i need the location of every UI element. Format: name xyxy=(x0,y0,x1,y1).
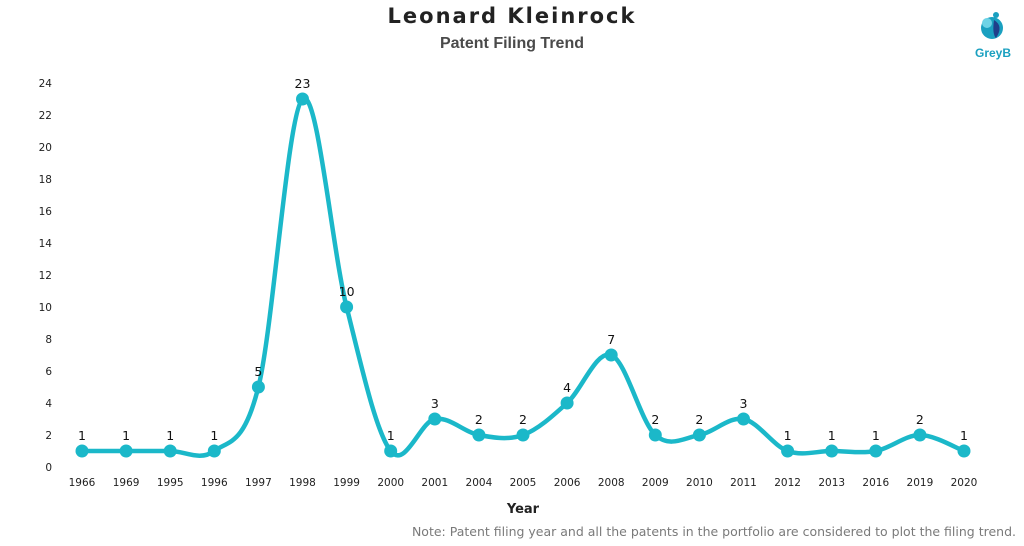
data-point xyxy=(648,428,662,442)
data-label: 2 xyxy=(651,412,659,427)
x-tick-label: 1999 xyxy=(333,477,360,489)
data-point xyxy=(869,444,883,458)
greyb-logo-icon xyxy=(981,12,1003,39)
y-tick-label: 6 xyxy=(45,366,52,378)
x-axis: 1966 1969 1995 1996 1997 1998 1999 2000 2001 2004… xyxy=(69,477,978,489)
logo-text: GreyB xyxy=(974,46,1012,60)
data-point xyxy=(296,92,309,106)
y-tick-label: 22 xyxy=(39,110,52,122)
x-tick-label: 2006 xyxy=(554,477,581,489)
x-tick-label: 1998 xyxy=(289,477,316,489)
x-tick-label: 1997 xyxy=(245,477,272,489)
data-point xyxy=(825,444,839,458)
data-point xyxy=(119,444,133,458)
data-label: 2 xyxy=(519,412,527,427)
data-label: 7 xyxy=(607,332,615,347)
data-label: 1 xyxy=(166,428,174,443)
series-line xyxy=(79,96,967,458)
chart-subtitle: Patent Filing Trend xyxy=(439,35,584,52)
x-tick-label: 1966 xyxy=(69,477,96,489)
data-label: 1 xyxy=(828,428,836,443)
data-label: 2 xyxy=(695,412,703,427)
data-point xyxy=(472,428,486,442)
data-point xyxy=(75,444,89,458)
data-label: 1 xyxy=(122,428,130,443)
data-point xyxy=(781,444,795,458)
x-tick-label: 1995 xyxy=(157,477,184,489)
data-label: 1 xyxy=(960,428,968,443)
x-tick-label: 2020 xyxy=(951,477,978,489)
data-point xyxy=(913,428,927,442)
data-label: 1 xyxy=(784,428,792,443)
y-tick-label: 4 xyxy=(45,398,52,410)
chart-title: Leonard Kleinrock xyxy=(387,4,637,28)
data-label: 3 xyxy=(431,396,439,411)
data-label: 4 xyxy=(563,380,571,395)
y-tick-label: 24 xyxy=(39,78,53,90)
y-tick-label: 8 xyxy=(45,334,52,346)
x-tick-label: 1969 xyxy=(113,477,140,489)
y-tick-label: 2 xyxy=(45,430,52,442)
x-tick-label: 2004 xyxy=(466,477,493,489)
greyb-logo: GreyB xyxy=(966,10,1020,66)
data-point xyxy=(957,444,971,458)
data-label: 2 xyxy=(916,412,924,427)
data-point xyxy=(163,444,177,458)
data-label: 10 xyxy=(339,284,355,299)
data-label: 1 xyxy=(872,428,880,443)
data-label: 1 xyxy=(210,428,218,443)
x-tick-label: 2001 xyxy=(421,477,448,489)
y-tick-label: 18 xyxy=(39,174,52,186)
data-point xyxy=(604,348,618,362)
x-axis-title: Year xyxy=(506,502,540,517)
y-tick-label: 10 xyxy=(39,302,52,314)
data-point xyxy=(207,444,221,458)
x-tick-label: 2011 xyxy=(730,477,757,489)
footnote: Note: Patent filing year and all the pat… xyxy=(411,524,1016,539)
data-label: 23 xyxy=(295,76,311,91)
data-point xyxy=(251,380,265,394)
data-point xyxy=(692,428,706,442)
x-tick-label: 1996 xyxy=(201,477,228,489)
x-tick-label: 2000 xyxy=(377,477,404,489)
data-point xyxy=(560,396,574,410)
data-label: 2 xyxy=(475,412,483,427)
data-point xyxy=(737,412,750,426)
data-point xyxy=(340,300,354,314)
x-tick-label: 2009 xyxy=(642,477,669,489)
x-tick-label: 2010 xyxy=(686,477,713,489)
x-tick-label: 2019 xyxy=(907,477,934,489)
y-tick-label: 16 xyxy=(39,206,53,218)
x-tick-label: 2012 xyxy=(774,477,801,489)
y-tick-label: 12 xyxy=(39,270,52,282)
x-tick-label: 2008 xyxy=(598,477,625,489)
data-point xyxy=(516,428,530,442)
data-label: 1 xyxy=(78,428,86,443)
data-label: 3 xyxy=(740,396,748,411)
data-label: 5 xyxy=(254,364,262,379)
data-label: 1 xyxy=(387,428,395,443)
data-points xyxy=(75,92,971,458)
y-tick-label: 20 xyxy=(39,142,52,154)
x-tick-label: 2013 xyxy=(818,477,845,489)
x-tick-label: 2016 xyxy=(862,477,889,489)
data-point xyxy=(384,444,398,458)
y-tick-label: 14 xyxy=(39,238,53,250)
x-tick-label: 2005 xyxy=(510,477,537,489)
y-tick-label: 0 xyxy=(45,462,52,474)
data-point xyxy=(428,412,442,426)
